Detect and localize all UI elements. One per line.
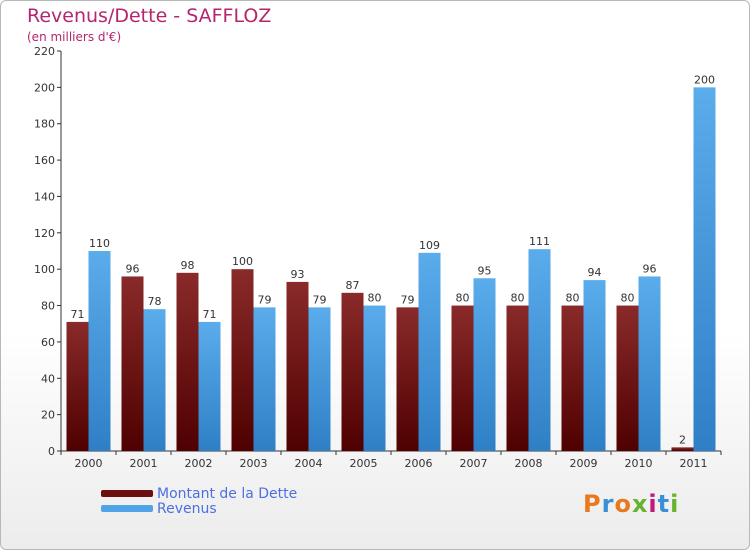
y-tick-label: 160 — [34, 154, 55, 167]
y-tick-label: 120 — [34, 227, 55, 240]
data-label: 110 — [89, 237, 110, 250]
x-tick-label: 2003 — [240, 457, 268, 470]
legend-item-revenue: Revenus — [101, 500, 297, 517]
legend-swatch-debt — [101, 490, 153, 497]
y-tick-label: 180 — [34, 118, 55, 131]
y-tick-label: 220 — [34, 45, 55, 58]
x-tick-label: 2000 — [75, 457, 103, 470]
revenue-bar — [528, 249, 551, 451]
logo-letter: r — [601, 490, 615, 518]
y-tick-label: 100 — [34, 263, 55, 276]
data-label: 71 — [71, 308, 85, 321]
legend-item-debt: Montant de la Dette — [101, 485, 298, 502]
x-tick-label: 2009 — [570, 457, 598, 470]
y-tick-label: 60 — [41, 336, 55, 349]
legend-label-debt: Montant de la Dette — [157, 485, 298, 502]
revenue-bar — [253, 307, 276, 451]
data-label: 95 — [478, 264, 492, 277]
data-label: 80 — [368, 292, 382, 305]
logo-letter: x — [631, 490, 649, 518]
data-label: 80 — [456, 292, 470, 305]
data-label: 79 — [313, 293, 327, 306]
data-label: 94 — [588, 266, 602, 279]
revenue-bar — [583, 280, 606, 451]
logo-letter: i — [648, 490, 658, 518]
debt-bar — [671, 447, 694, 451]
debt-bar — [561, 305, 584, 451]
y-tick-label: 200 — [34, 81, 55, 94]
data-label: 80 — [621, 292, 635, 305]
data-label: 96 — [643, 262, 657, 275]
data-label: 80 — [566, 292, 580, 305]
data-label: 80 — [511, 292, 525, 305]
debt-bar — [341, 292, 364, 451]
logo-letter: P — [583, 490, 602, 518]
chart-legend: Montant de la Dette Revenus — [101, 485, 298, 517]
revenue-bar — [198, 321, 221, 451]
y-tick-label: 40 — [41, 372, 55, 385]
x-tick-label: 2005 — [350, 457, 378, 470]
data-label: 109 — [419, 239, 440, 252]
debt-bar — [506, 305, 529, 451]
revenue-bar — [693, 87, 716, 451]
data-label: 100 — [232, 255, 253, 268]
debt-bar — [121, 276, 144, 451]
data-label: 71 — [203, 308, 217, 321]
proxiti-logo: Proxiti — [583, 490, 679, 518]
revenue-bar — [88, 251, 111, 451]
x-tick-label: 2007 — [460, 457, 488, 470]
data-label: 111 — [529, 235, 550, 248]
y-tick-label: 140 — [34, 190, 55, 203]
x-tick-label: 2010 — [625, 457, 653, 470]
revenue-bar — [308, 307, 331, 451]
revenue-bar — [143, 309, 166, 451]
data-label: 79 — [401, 293, 415, 306]
x-tick-label: 2011 — [680, 457, 708, 470]
debt-bar — [451, 305, 474, 451]
logo-letter: i — [670, 490, 680, 518]
data-label: 200 — [694, 73, 715, 86]
revenue-bar — [638, 276, 661, 451]
data-label: 98 — [181, 259, 195, 272]
chart-subtitle: (en milliers d'€) — [27, 30, 122, 44]
data-label: 93 — [291, 268, 305, 281]
y-tick-label: 0 — [48, 445, 55, 458]
data-label: 78 — [148, 295, 162, 308]
revenue-bar — [418, 252, 441, 451]
debt-bar — [176, 272, 199, 451]
x-tick-label: 2008 — [515, 457, 543, 470]
revenue-bar — [473, 278, 496, 451]
x-tick-label: 2004 — [295, 457, 323, 470]
y-tick-label: 80 — [41, 300, 55, 313]
logo-letter: o — [614, 490, 632, 518]
y-tick-label: 20 — [41, 409, 55, 422]
chart-title: Revenus/Dette - SAFFLOZ — [27, 5, 272, 27]
x-tick-label: 2006 — [405, 457, 433, 470]
data-label: 96 — [126, 262, 140, 275]
x-tick-label: 2002 — [185, 457, 213, 470]
debt-bar — [396, 307, 419, 451]
revenue-bar — [363, 305, 386, 451]
x-tick-label: 2001 — [130, 457, 158, 470]
debt-bar — [616, 305, 639, 451]
debt-bar — [231, 269, 254, 451]
legend-label-revenue: Revenus — [157, 500, 217, 517]
logo-letter: t — [657, 490, 671, 518]
data-label: 79 — [258, 293, 272, 306]
legend-swatch-revenue — [101, 505, 153, 512]
debt-bar — [66, 321, 89, 451]
debt-bar — [286, 281, 309, 451]
data-label: 2 — [679, 433, 686, 446]
data-label: 87 — [346, 279, 360, 292]
